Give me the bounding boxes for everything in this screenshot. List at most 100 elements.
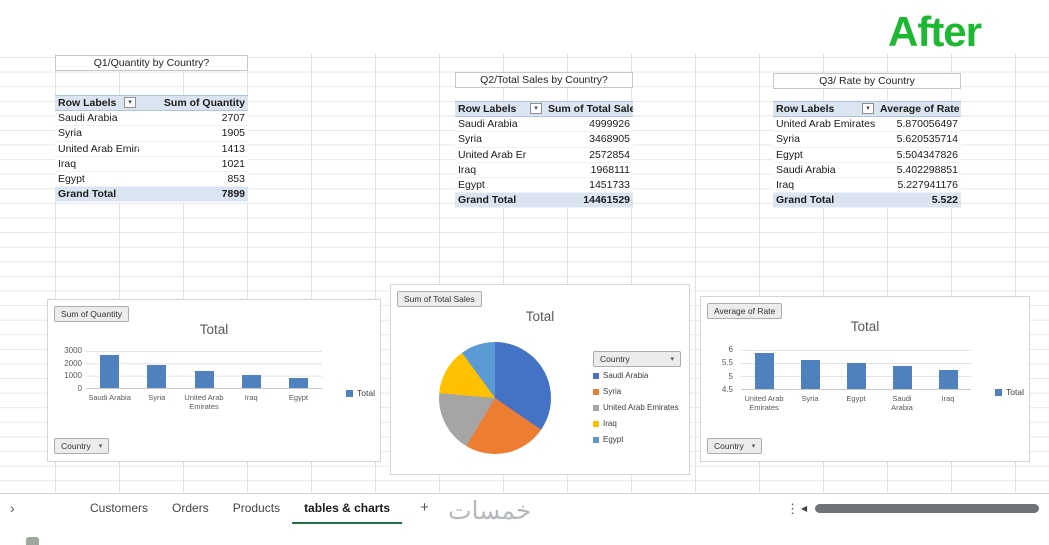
chart-title: Total [525,309,555,324]
filter-dropdown-icon[interactable]: ▾ [862,103,874,114]
table-row: Iraq 1968111 [455,162,633,179]
sheet-tab-orders[interactable]: Orders [172,501,209,515]
cell-value[interactable]: 2572854 [545,147,633,163]
cell-country[interactable]: United Arab Er [455,147,545,163]
cell-grand-value[interactable]: 7899 [139,186,248,203]
status-bar-icon[interactable] [26,537,39,545]
legend-label: Egypt [603,435,624,444]
pivot-table-quantity: Q1/Quantity by Country? Row Labels ▾ Sum … [55,55,248,203]
cell-country[interactable]: Egypt [455,177,545,194]
cell-value[interactable]: 4999926 [545,116,633,133]
bar-egypt [846,362,866,389]
axis-field-button[interactable]: Country ▾ [707,438,763,454]
cell-value[interactable]: 1968111 [545,162,633,179]
axis-field-label: Country [61,441,91,451]
chart-quantity-by-country[interactable]: Sum of Quantity Total 3000 2000 1000 0 Saud… [47,299,381,462]
x-axis: United Arab Emirates Syria Egypt Saudi Arab… [741,394,971,412]
cell-grand-label[interactable]: Grand Total [55,186,139,203]
more-icon[interactable]: ⋮ [786,501,799,516]
pivot-title[interactable]: Q2/Total Sales by Country? [455,72,633,88]
bar-syria [800,359,820,389]
chevron-down-icon: ▾ [98,443,103,450]
cell-value[interactable]: 3468905 [545,131,633,148]
cell-country[interactable]: Iraq [455,162,545,179]
legend-swatch [593,372,599,379]
pivot-header-row: Row Labels ▾ Sum of Total Sales [455,100,633,118]
cell-value[interactable]: 1905 [139,125,248,142]
x-axis: Saudi Arabia Syria United Arab Emirates Ira… [86,393,322,411]
cell-value[interactable]: 853 [139,171,248,188]
value-field-button[interactable]: Sum of Quantity [54,306,129,322]
filter-dropdown-icon[interactable]: ▾ [530,103,542,114]
pivot-grid: Row Labels ▾ Average of Rate United Arab … [773,100,961,209]
header-cell[interactable]: Row Labels ▾ [773,100,877,118]
cell-country[interactable]: Saudi Arabia [773,162,877,179]
cell-grand-label[interactable]: Grand Total [773,192,877,209]
cell-country[interactable]: Saudi Arabia [55,110,139,127]
x-axis-label: Egypt [288,393,308,402]
legend-label: Syria [603,387,622,396]
bar-syria [147,364,167,388]
cell-grand-label[interactable]: Grand Total [455,192,545,209]
pivot-title[interactable]: Q3/ Rate by Country [773,73,961,89]
horizontal-scrollbar[interactable] [815,504,1039,513]
bar-slot [86,351,133,388]
cell-country[interactable]: Egypt [55,171,139,188]
chart-sales-by-country[interactable]: Sum of Total Sales Total Country ▾ Saudi … [390,284,690,475]
cell-country[interactable]: Syria [455,131,545,148]
cell-value[interactable]: 5.227941176 [877,177,961,194]
pivot-title[interactable]: Q1/Quantity by Country? [55,55,248,71]
cell-country[interactable]: Saudi Arabia [455,116,545,133]
cell-country[interactable]: Syria [55,125,139,142]
sheet-tab-tables-and-charts[interactable]: tables & charts [292,494,403,524]
filter-dropdown-icon[interactable]: ▾ [124,97,136,108]
pivot-header-row: Row Labels ▾ Sum of Quantity [55,94,248,112]
table-row: Syria 3468905 [455,131,633,148]
cell-country[interactable]: Iraq [773,177,877,194]
cell-value[interactable]: 2707 [139,110,248,127]
header-cell[interactable]: Row Labels ▾ [455,100,545,118]
bar-iraq [938,370,958,389]
chart-rate-by-country[interactable]: Average of Rate Total 6 5.5 5 4.5 United Ar… [700,296,1030,462]
y-axis-label: 1000 [64,371,82,381]
cell-country[interactable]: Iraq [55,156,139,173]
sheet-tab-bar: › Customers Orders Products tables & cha… [0,493,1049,525]
cell-value[interactable]: 5.620535714 [877,131,961,148]
legend-item: United Arab Emirates [593,403,681,412]
x-axis-label: Iraq [941,394,955,403]
cell-grand-value[interactable]: 5.522 [877,192,961,209]
header-cell[interactable]: Row Labels ▾ [55,94,139,112]
header-cell[interactable]: Sum of Quantity [139,94,248,112]
cell-value[interactable]: 5.504347826 [877,147,961,163]
sheet-tab-products[interactable]: Products [232,501,281,515]
axis-field-button[interactable]: Country ▾ [54,438,110,454]
value-field-button[interactable]: Sum of Total Sales [397,291,482,307]
x-axis-label: Syria [148,393,166,402]
bar-united-arab-emirates [194,370,214,388]
cell-value[interactable]: 5.402298851 [877,162,961,179]
table-row: Egypt 853 [55,171,248,188]
header-cell[interactable]: Sum of Total Sales [545,100,633,118]
sheet-tab-customers[interactable]: Customers [90,501,149,515]
cell-value[interactable]: 1413 [139,141,248,157]
cell-country[interactable]: Egypt [773,147,877,163]
scroll-left-icon[interactable]: ◀ [801,504,808,513]
cell-grand-value[interactable]: 14461529 [545,192,633,209]
cell-value[interactable]: 5.870056497 [877,116,961,133]
scrollbar-thumb[interactable] [815,504,1039,513]
sheet-nav-icon[interactable]: › [10,500,15,516]
cell-country[interactable]: Syria [773,131,877,148]
header-cell[interactable]: Average of Rate [877,100,961,118]
cell-value[interactable]: 1021 [139,156,248,173]
pivot-table-rate: Q3/ Rate by Country Row Labels ▾ Average … [773,73,961,209]
cell-country[interactable]: United Arab Emirates [773,116,877,133]
value-field-button[interactable]: Average of Rate [707,303,783,319]
cell-country[interactable]: United Arab Emira [55,141,139,157]
add-sheet-button[interactable]: + [420,499,429,516]
table-row: United Arab Er 2572854 [455,147,633,163]
bar-saudi-arabia [892,365,912,389]
y-axis-label: 5 [728,371,733,381]
chart-title: Total [850,319,880,334]
cell-value[interactable]: 1451733 [545,177,633,194]
legend-field-button[interactable]: Country ▾ [593,351,681,367]
